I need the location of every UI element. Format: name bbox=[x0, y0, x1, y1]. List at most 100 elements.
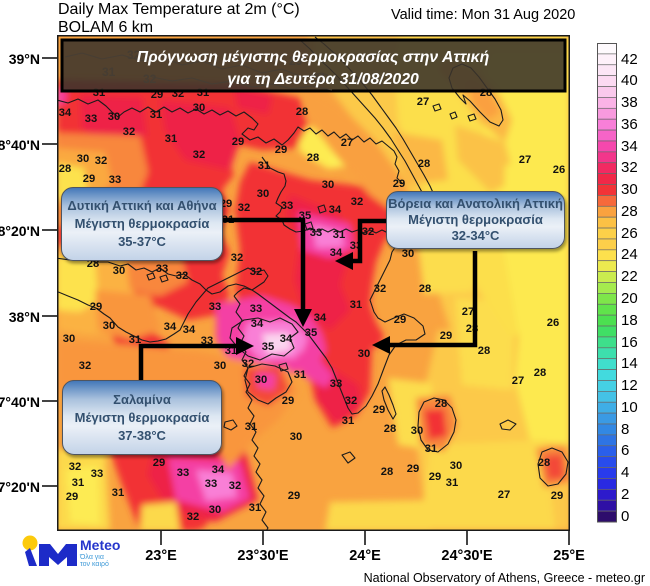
svg-text:30: 30 bbox=[322, 179, 334, 191]
svg-text:για τη Δευτέρα 31/08/2020: για τη Δευτέρα 31/08/2020 bbox=[227, 71, 419, 88]
svg-text:28: 28 bbox=[538, 457, 550, 469]
svg-text:29: 29 bbox=[394, 314, 406, 326]
svg-text:30: 30 bbox=[77, 153, 89, 165]
svg-text:28: 28 bbox=[87, 258, 99, 270]
svg-text:32: 32 bbox=[143, 72, 157, 86]
svg-text:Πρόγνωση μέγιστης θερμοκρασίας: Πρόγνωση μέγιστης θερμοκρασίας στην Αττι… bbox=[137, 49, 490, 66]
svg-text:31: 31 bbox=[245, 421, 257, 433]
svg-text:31: 31 bbox=[313, 71, 327, 85]
svg-text:32: 32 bbox=[229, 480, 241, 492]
svg-text:30: 30 bbox=[402, 248, 414, 260]
svg-text:30: 30 bbox=[193, 102, 205, 114]
svg-text:29: 29 bbox=[440, 330, 452, 342]
svg-text:33: 33 bbox=[330, 378, 342, 390]
svg-text:30: 30 bbox=[257, 188, 269, 200]
svg-text:28: 28 bbox=[418, 158, 430, 170]
svg-text:34: 34 bbox=[59, 107, 72, 119]
svg-text:31: 31 bbox=[294, 369, 306, 381]
svg-text:31: 31 bbox=[112, 487, 124, 499]
svg-text:33: 33 bbox=[250, 303, 262, 315]
svg-text:27: 27 bbox=[512, 375, 524, 387]
svg-text:30: 30 bbox=[103, 320, 115, 332]
svg-text:33: 33 bbox=[209, 301, 221, 313]
svg-text:32: 32 bbox=[123, 126, 135, 138]
svg-text:27: 27 bbox=[519, 154, 531, 166]
svg-text:35: 35 bbox=[305, 327, 317, 339]
svg-text:Meteo: Meteo bbox=[80, 537, 120, 553]
svg-text:32: 32 bbox=[374, 283, 386, 295]
svg-text:27: 27 bbox=[498, 489, 510, 501]
svg-text:33: 33 bbox=[281, 200, 293, 212]
svg-text:29: 29 bbox=[551, 490, 563, 502]
svg-text:28: 28 bbox=[478, 345, 490, 357]
svg-text:Όλα για: Όλα για bbox=[79, 554, 104, 561]
svg-text:32: 32 bbox=[351, 196, 363, 208]
svg-text:32: 32 bbox=[231, 252, 243, 264]
svg-text:30: 30 bbox=[358, 348, 370, 360]
svg-text:33: 33 bbox=[91, 468, 103, 480]
svg-text:28: 28 bbox=[534, 367, 546, 379]
svg-text:31: 31 bbox=[258, 160, 270, 172]
svg-text:31: 31 bbox=[425, 443, 437, 455]
svg-text:30: 30 bbox=[113, 265, 125, 277]
svg-text:32: 32 bbox=[127, 48, 141, 62]
svg-text:28: 28 bbox=[435, 398, 447, 410]
svg-text:29: 29 bbox=[289, 54, 303, 68]
svg-text:27: 27 bbox=[341, 137, 353, 149]
svg-text:34: 34 bbox=[212, 464, 225, 476]
svg-text:29: 29 bbox=[83, 173, 95, 185]
svg-text:31: 31 bbox=[165, 133, 177, 145]
svg-text:29: 29 bbox=[232, 136, 244, 148]
svg-text:34: 34 bbox=[183, 324, 196, 336]
svg-text:29: 29 bbox=[153, 457, 165, 469]
svg-text:31: 31 bbox=[350, 299, 362, 311]
svg-text:31: 31 bbox=[342, 415, 354, 427]
svg-text:30: 30 bbox=[209, 504, 221, 516]
svg-text:30: 30 bbox=[411, 425, 423, 437]
svg-text:34: 34 bbox=[251, 318, 264, 330]
svg-text:31: 31 bbox=[333, 229, 345, 241]
svg-text:32: 32 bbox=[238, 202, 250, 214]
svg-text:30: 30 bbox=[255, 374, 267, 386]
svg-text:30: 30 bbox=[108, 111, 120, 123]
svg-text:30: 30 bbox=[214, 360, 226, 372]
svg-text:32: 32 bbox=[242, 358, 254, 370]
svg-text:32: 32 bbox=[345, 395, 357, 407]
svg-text:29: 29 bbox=[393, 178, 405, 190]
svg-text:29: 29 bbox=[429, 471, 441, 483]
svg-text:33: 33 bbox=[205, 478, 217, 490]
svg-text:28: 28 bbox=[307, 152, 319, 164]
svg-text:28: 28 bbox=[419, 283, 431, 295]
svg-text:35: 35 bbox=[262, 341, 274, 353]
svg-text:29: 29 bbox=[275, 144, 287, 156]
svg-text:32: 32 bbox=[187, 511, 199, 523]
svg-text:33: 33 bbox=[310, 227, 322, 239]
svg-text:30: 30 bbox=[63, 333, 75, 345]
svg-text:28: 28 bbox=[296, 106, 308, 118]
svg-text:32: 32 bbox=[176, 270, 188, 282]
svg-text:26: 26 bbox=[547, 317, 559, 329]
svg-text:28: 28 bbox=[59, 163, 71, 175]
svg-text:29: 29 bbox=[288, 490, 300, 502]
svg-text:29: 29 bbox=[66, 491, 78, 503]
svg-text:29: 29 bbox=[407, 463, 419, 475]
svg-text:33: 33 bbox=[109, 174, 121, 186]
svg-text:32: 32 bbox=[250, 266, 262, 278]
svg-text:26: 26 bbox=[553, 164, 565, 176]
svg-text:32: 32 bbox=[79, 360, 91, 372]
svg-text:31: 31 bbox=[102, 65, 116, 79]
svg-text:33: 33 bbox=[156, 263, 168, 275]
svg-text:31: 31 bbox=[72, 477, 84, 489]
svg-text:30: 30 bbox=[450, 460, 462, 472]
svg-text:29: 29 bbox=[90, 301, 102, 313]
svg-text:34: 34 bbox=[329, 204, 342, 216]
svg-text:33: 33 bbox=[85, 113, 97, 125]
svg-text:31: 31 bbox=[129, 334, 141, 346]
svg-text:34: 34 bbox=[314, 312, 327, 324]
svg-text:33: 33 bbox=[177, 467, 189, 479]
svg-text:31: 31 bbox=[446, 477, 458, 489]
svg-text:28: 28 bbox=[381, 466, 393, 478]
svg-text:29: 29 bbox=[373, 404, 385, 416]
svg-text:31: 31 bbox=[249, 502, 261, 514]
svg-text:30: 30 bbox=[290, 431, 302, 443]
